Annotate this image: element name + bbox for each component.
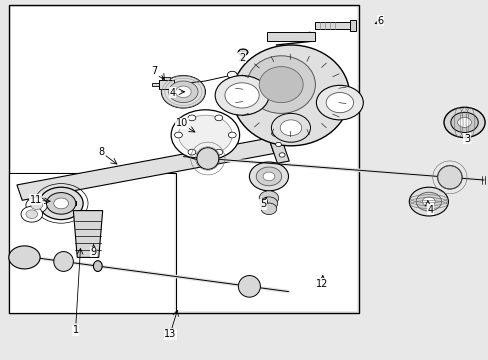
Ellipse shape (93, 261, 102, 271)
Circle shape (215, 76, 268, 115)
Text: 5: 5 (260, 199, 265, 209)
Circle shape (422, 197, 434, 206)
Circle shape (408, 187, 447, 216)
Text: 9: 9 (91, 247, 97, 257)
Circle shape (54, 198, 68, 209)
Circle shape (261, 203, 276, 215)
Circle shape (249, 162, 288, 191)
Text: 12: 12 (315, 279, 327, 289)
Ellipse shape (246, 56, 315, 113)
Circle shape (227, 71, 237, 78)
Ellipse shape (196, 148, 218, 169)
Circle shape (26, 197, 47, 213)
Circle shape (271, 113, 310, 142)
Circle shape (415, 192, 441, 211)
Text: 4: 4 (169, 88, 175, 98)
Ellipse shape (437, 166, 461, 189)
Text: 6: 6 (377, 15, 383, 26)
Circle shape (259, 191, 278, 205)
Circle shape (224, 83, 259, 108)
Circle shape (280, 120, 301, 136)
Ellipse shape (171, 110, 239, 160)
Text: 8: 8 (98, 147, 104, 157)
Bar (56, 201, 76, 205)
Bar (9, 173, 176, 313)
Circle shape (39, 187, 83, 220)
Circle shape (26, 210, 38, 219)
Text: 11: 11 (29, 195, 42, 205)
Circle shape (214, 149, 222, 155)
Text: 3: 3 (463, 134, 469, 144)
Bar (151, 83, 159, 86)
Text: 2: 2 (239, 53, 244, 63)
Circle shape (46, 193, 76, 214)
Ellipse shape (232, 45, 349, 146)
Ellipse shape (238, 275, 260, 297)
Text: 10: 10 (175, 118, 188, 128)
Polygon shape (17, 138, 273, 200)
Bar (9, 5, 359, 313)
Circle shape (325, 93, 353, 113)
Text: 1: 1 (73, 325, 79, 335)
Ellipse shape (178, 115, 232, 155)
Circle shape (187, 115, 195, 121)
Ellipse shape (259, 67, 303, 103)
Circle shape (316, 85, 363, 120)
Polygon shape (73, 211, 102, 257)
Ellipse shape (238, 49, 247, 55)
Circle shape (256, 167, 281, 186)
Circle shape (279, 153, 285, 157)
Text: 4: 4 (427, 204, 432, 215)
Circle shape (275, 142, 281, 147)
Circle shape (21, 206, 42, 222)
Circle shape (31, 201, 42, 210)
Circle shape (214, 115, 223, 121)
Circle shape (187, 149, 195, 155)
Text: 13: 13 (163, 329, 176, 339)
Circle shape (263, 172, 274, 181)
Circle shape (228, 132, 236, 138)
Bar (11, 7, 356, 311)
Circle shape (9, 246, 40, 269)
Bar (349, 20, 355, 31)
Circle shape (271, 132, 277, 136)
Bar (162, 77, 170, 80)
Bar (159, 80, 173, 89)
Circle shape (175, 86, 191, 98)
Ellipse shape (54, 252, 73, 271)
Text: 7: 7 (151, 66, 157, 76)
Bar (266, 32, 315, 41)
Polygon shape (265, 126, 288, 163)
Circle shape (260, 197, 277, 210)
Circle shape (168, 81, 198, 103)
Circle shape (161, 76, 205, 108)
Circle shape (450, 112, 477, 132)
Bar (315, 22, 351, 29)
Circle shape (457, 117, 470, 127)
Bar (11, 174, 174, 312)
Circle shape (443, 107, 484, 138)
Circle shape (174, 132, 182, 138)
